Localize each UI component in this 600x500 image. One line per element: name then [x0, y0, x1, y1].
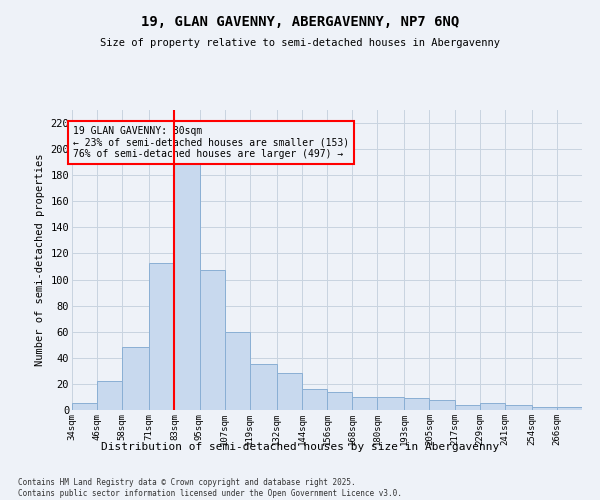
Bar — [557, 408, 582, 410]
Bar — [224, 332, 250, 410]
Bar — [302, 389, 327, 410]
Bar — [277, 374, 302, 410]
Bar — [149, 262, 175, 410]
Bar — [404, 398, 430, 410]
Bar — [250, 364, 277, 410]
Bar — [327, 392, 352, 410]
Text: Size of property relative to semi-detached houses in Abergavenny: Size of property relative to semi-detach… — [100, 38, 500, 48]
Bar — [455, 405, 479, 410]
Bar — [479, 404, 505, 410]
Text: 19 GLAN GAVENNY: 80sqm
← 23% of semi-detached houses are smaller (153)
76% of se: 19 GLAN GAVENNY: 80sqm ← 23% of semi-det… — [73, 126, 349, 159]
Y-axis label: Number of semi-detached properties: Number of semi-detached properties — [35, 154, 45, 366]
Bar — [199, 270, 224, 410]
Bar — [72, 404, 97, 410]
Text: 19, GLAN GAVENNY, ABERGAVENNY, NP7 6NQ: 19, GLAN GAVENNY, ABERGAVENNY, NP7 6NQ — [141, 15, 459, 29]
Bar — [430, 400, 455, 410]
Text: Distribution of semi-detached houses by size in Abergavenny: Distribution of semi-detached houses by … — [101, 442, 499, 452]
Bar — [97, 382, 122, 410]
Bar — [532, 408, 557, 410]
Bar — [377, 397, 404, 410]
Bar — [175, 162, 199, 410]
Bar — [505, 405, 532, 410]
Text: Contains HM Land Registry data © Crown copyright and database right 2025.
Contai: Contains HM Land Registry data © Crown c… — [18, 478, 402, 498]
Bar — [122, 348, 149, 410]
Bar — [352, 397, 377, 410]
